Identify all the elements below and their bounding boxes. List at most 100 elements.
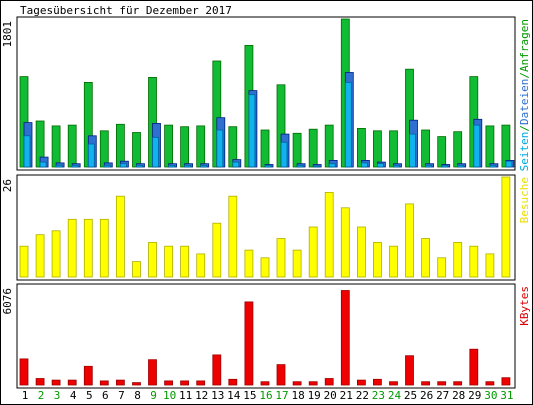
bar-kbytes-22 (356, 379, 366, 386)
bars-top (19, 18, 515, 168)
chart-title: Tagesübersicht für Dezember 2017 (20, 4, 232, 17)
legend-entry: Seiten (518, 132, 531, 172)
bar-kbytes-28 (453, 381, 463, 386)
bar-besuche-5 (83, 218, 93, 278)
bar-besuche-29 (469, 245, 479, 278)
bar-kbytes-15 (244, 301, 254, 386)
bar-kbytes-23 (372, 378, 382, 386)
bars-bottom (19, 290, 511, 386)
bar-seiten-25 (409, 133, 416, 168)
bar-kbytes-9 (148, 359, 157, 386)
x-tick-day-31: 31 (500, 389, 513, 402)
bar-besuche-20 (324, 191, 334, 278)
bar-kbytes-12 (196, 380, 206, 386)
x-tick-day-12: 12 (195, 389, 208, 402)
x-tick-day-29: 29 (468, 389, 481, 402)
panel-middle: 26 Besuche (1, 174, 531, 281)
x-tick-day-28: 28 (452, 389, 465, 402)
bar-besuche-21 (340, 207, 350, 278)
bar-besuche-22 (356, 226, 366, 278)
bar-kbytes-8 (132, 382, 141, 386)
bar-kbytes-25 (405, 355, 414, 386)
bar-besuche-3 (51, 230, 61, 278)
bar-kbytes-13 (212, 354, 222, 386)
x-tick-day-14: 14 (227, 389, 241, 402)
bar-kbytes-26 (421, 381, 431, 386)
bar-kbytes-30 (485, 381, 495, 386)
bar-kbytes-10 (164, 380, 174, 386)
panel-frame (16, 283, 516, 389)
bar-seiten-10 (168, 164, 176, 168)
bar-seiten-7 (120, 163, 127, 168)
bar-besuche-23 (372, 241, 382, 278)
bar-kbytes-17 (276, 364, 286, 386)
x-tick-day-21: 21 (340, 389, 353, 402)
bar-seiten-2 (39, 161, 47, 168)
x-tick-day-2: 2 (38, 389, 45, 402)
bar-besuche-16 (260, 257, 270, 278)
bar-seiten-27 (441, 164, 449, 168)
bars-middle (19, 176, 511, 278)
legend-entry: Anfragen (518, 19, 531, 72)
bar-anfragen-7 (116, 123, 125, 168)
bar-kbytes-5 (83, 365, 93, 386)
bar-seiten-14 (232, 161, 240, 168)
bar-kbytes-27 (437, 381, 447, 386)
bar-kbytes-3 (51, 379, 61, 386)
panel-bottom: 6076 KBytes (1, 283, 531, 389)
bar-kbytes-20 (324, 378, 334, 386)
legend-entry: Dateien (518, 79, 531, 125)
bar-anfragen-28 (453, 131, 463, 168)
bar-anfragen-6 (99, 130, 109, 168)
bar-seiten-12 (200, 164, 208, 168)
bar-besuche-28 (453, 241, 463, 278)
bar-besuche-19 (308, 226, 318, 278)
bar-anfragen-4 (67, 124, 77, 168)
bar-anfragen-12 (196, 125, 206, 168)
bar-besuche-11 (180, 245, 190, 278)
bar-seiten-24 (393, 164, 400, 168)
bar-kbytes-6 (99, 380, 109, 386)
bar-anfragen-24 (389, 130, 398, 168)
bar-kbytes-19 (308, 381, 318, 386)
bar-besuche-30 (485, 253, 495, 278)
x-tick-day-5: 5 (86, 389, 93, 402)
x-tick-day-27: 27 (436, 389, 449, 402)
bar-seiten-17 (280, 141, 288, 168)
legend-entry: Besuche (518, 177, 531, 223)
bar-besuche-26 (421, 238, 431, 278)
x-tick-day-9: 9 (150, 389, 157, 402)
bar-besuche-24 (389, 245, 398, 278)
bar-anfragen-11 (180, 126, 190, 168)
bar-seiten-4 (71, 164, 79, 168)
bar-besuche-1 (19, 245, 29, 278)
bar-besuche-15 (244, 249, 254, 278)
bar-anfragen-26 (421, 129, 431, 168)
bar-kbytes-18 (292, 381, 302, 386)
bar-seiten-30 (489, 164, 497, 168)
bar-kbytes-11 (180, 380, 190, 386)
x-tick-day-24: 24 (388, 389, 402, 402)
bar-kbytes-16 (260, 381, 270, 386)
y-max-label: 1801 (1, 21, 14, 48)
bar-anfragen-18 (292, 132, 302, 168)
legend-entry: / (518, 125, 531, 132)
bar-seiten-26 (425, 164, 433, 168)
bar-kbytes-1 (19, 358, 29, 386)
legend: Besuche (518, 177, 531, 223)
x-tick-day-11: 11 (179, 389, 192, 402)
bar-seiten-22 (360, 162, 368, 168)
bar-kbytes-29 (469, 348, 479, 386)
x-tick-day-3: 3 (54, 389, 61, 402)
bar-anfragen-8 (132, 132, 141, 168)
x-tick-day-6: 6 (102, 389, 109, 402)
bar-anfragen-23 (372, 130, 382, 168)
bar-seiten-5 (87, 143, 95, 168)
bar-anfragen-16 (260, 129, 270, 168)
bar-kbytes-4 (67, 379, 77, 386)
bar-besuche-9 (148, 241, 157, 278)
bar-besuche-27 (437, 257, 447, 278)
legend: KBytes (518, 286, 531, 326)
legend: Seiten/Dateien/Anfragen (518, 19, 531, 171)
